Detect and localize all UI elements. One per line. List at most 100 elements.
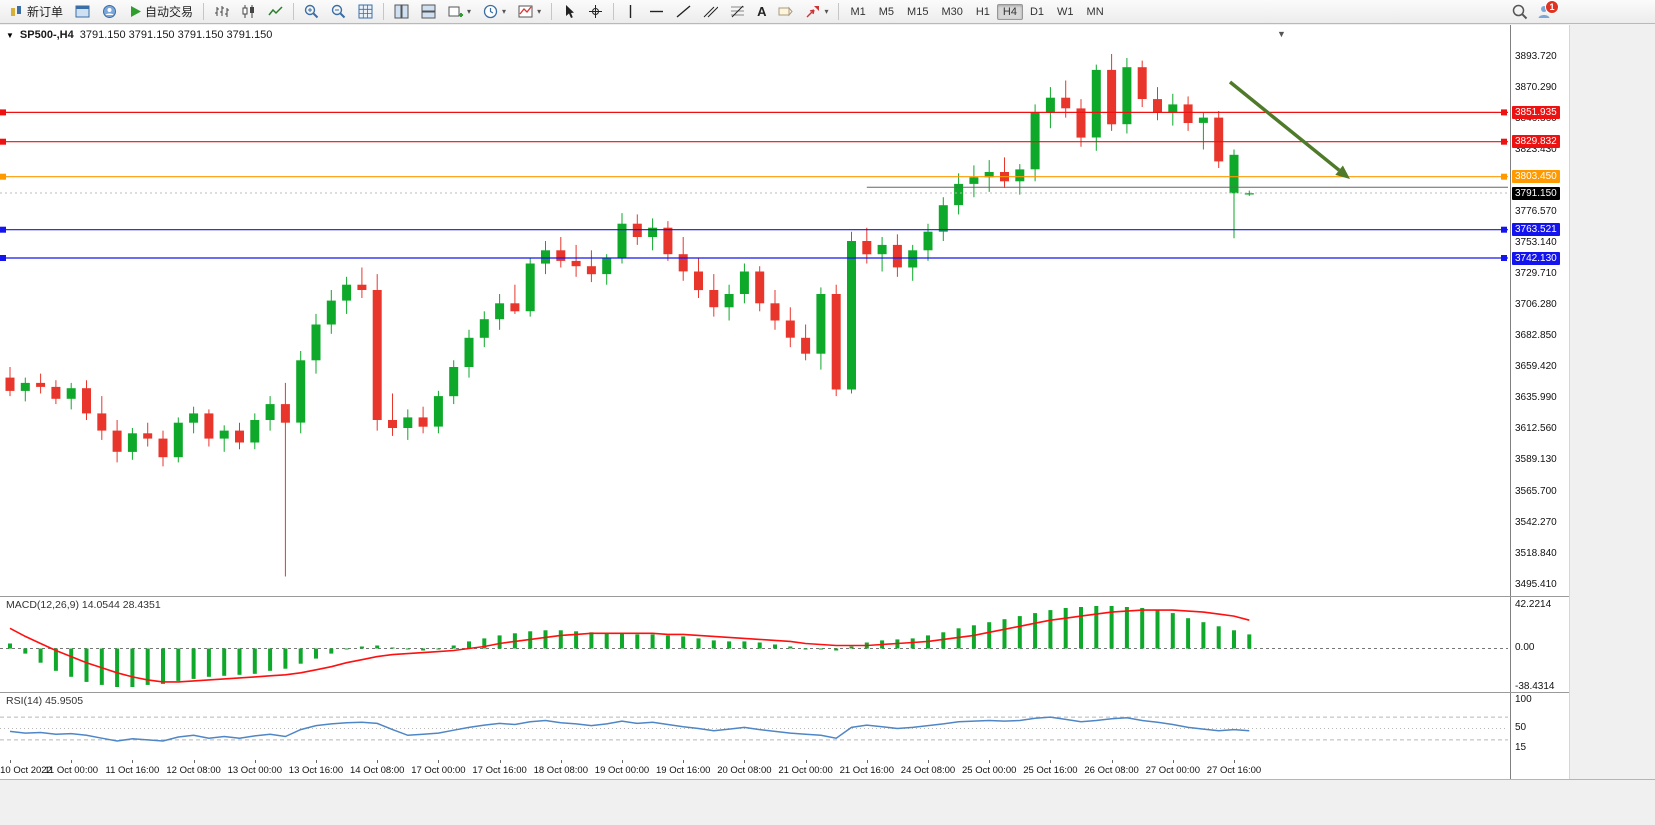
line-chart-button[interactable] — [263, 1, 288, 23]
vertical-line-icon — [629, 5, 632, 18]
notifications-button[interactable]: 1 — [1536, 0, 1559, 20]
objects-list-marker-icon[interactable]: ▼ — [6, 30, 14, 40]
pane-divider[interactable] — [0, 596, 1569, 597]
tile-windows-icon — [394, 4, 409, 19]
horizontal-line-icon — [650, 10, 664, 13]
grid-icon — [358, 4, 373, 19]
toolbar-separator — [293, 3, 295, 20]
tf-button-H1[interactable]: H1 — [975, 5, 990, 18]
time-tick-label: 25 Oct 00:00 — [961, 765, 1017, 776]
level-price-label: 3763.521 — [1512, 223, 1560, 237]
candlestick-chart-button[interactable] — [236, 1, 261, 23]
time-tick-label: 14 Oct 08:00 — [349, 765, 405, 776]
time-tick-label: 11 Oct 16:00 — [105, 765, 160, 776]
price-tick-label: 3823.430 — [1515, 143, 1557, 155]
time-tick — [499, 760, 501, 763]
time-tick-label: 12 Oct 08:00 — [166, 765, 221, 776]
bar-chart-button[interactable] — [209, 1, 234, 23]
arrows-dropdown[interactable]: ▾ — [800, 1, 833, 23]
level-price-label: 3851.935 — [1512, 105, 1560, 119]
tile-windows-button[interactable] — [389, 1, 414, 23]
caret-down-icon: ▾ — [537, 7, 542, 16]
cursor-icon — [566, 5, 575, 18]
trendline-tool[interactable] — [671, 1, 696, 23]
time-tick-label: 18 Oct 08:00 — [533, 765, 588, 776]
channel-icon — [703, 6, 719, 18]
clock-icon — [483, 4, 498, 19]
tile-horizontal-button[interactable] — [416, 1, 441, 23]
indicators-icon — [518, 5, 533, 18]
tf-button-MN[interactable]: MN — [1086, 5, 1104, 18]
chart-canvas-bg — [0, 25, 1510, 780]
tf-button-M5[interactable]: M5 — [878, 5, 895, 18]
text-tool-icon: A — [757, 4, 767, 19]
time-tick — [744, 760, 746, 763]
text-tool[interactable]: A — [752, 1, 771, 23]
profiles-button[interactable] — [97, 1, 122, 23]
crosshair-icon — [589, 5, 603, 18]
price-tick-label: 3518.840 — [1515, 547, 1557, 559]
notification-badge: 1 — [1545, 0, 1559, 14]
rsi-axis-label: 100 — [1515, 693, 1532, 705]
price-tick-label: 3893.720 — [1515, 50, 1557, 62]
price-tick-label: 3659.420 — [1515, 361, 1557, 373]
tf-button-M30[interactable]: M30 — [941, 5, 963, 18]
channel-tool[interactable] — [698, 1, 723, 23]
crosshair-button[interactable] — [583, 1, 608, 23]
tf-button-M15[interactable]: M15 — [907, 5, 929, 18]
zoom-in-button[interactable] — [299, 1, 324, 23]
price-tick-label: 3612.560 — [1515, 423, 1557, 435]
caret-down-icon: ▾ — [467, 7, 472, 16]
chart-window-button[interactable] — [70, 1, 95, 23]
time-tick-label: 26 Oct 08:00 — [1084, 765, 1139, 776]
label-icon — [778, 6, 794, 17]
auto-trading-button[interactable]: 自动交易 — [124, 1, 198, 23]
auto-trading-label: 自动交易 — [145, 5, 194, 19]
time-tick — [683, 760, 685, 763]
new-chart-dropdown[interactable]: ▾ — [443, 1, 476, 23]
new-order-button[interactable]: 新订单 — [4, 1, 68, 23]
price-tick-label: 3776.570 — [1515, 205, 1557, 217]
zoom-out-icon — [331, 4, 346, 19]
time-tick — [316, 760, 317, 763]
tf-button-W1[interactable]: W1 — [1057, 5, 1074, 18]
indicators-dropdown[interactable]: ▾ — [513, 1, 546, 23]
candlestick-chart-icon — [242, 5, 255, 18]
search-icon[interactable] — [1512, 4, 1528, 20]
chart-canvas[interactable]: ▼ — [0, 25, 1510, 759]
period-dropdown[interactable]: ▾ — [478, 1, 511, 23]
pane-divider[interactable] — [0, 692, 1569, 693]
tf-button-D1[interactable]: D1 — [1029, 5, 1045, 18]
tf-button-H4[interactable]: H4 — [996, 3, 1023, 20]
price-axis[interactable]: 3893.7203870.2903846.8603823.4303800.000… — [1510, 25, 1569, 780]
vertical-line-tool[interactable] — [619, 1, 642, 23]
bar-chart-icon — [215, 6, 230, 17]
profiles-icon — [103, 5, 117, 18]
time-tick — [438, 760, 440, 763]
label-tool[interactable] — [773, 1, 798, 23]
fibonacci-tool[interactable] — [725, 1, 750, 23]
price-tick-label: 3870.290 — [1515, 81, 1557, 93]
tf-button-M1[interactable]: M1 — [850, 5, 866, 18]
zoom-out-button[interactable] — [326, 1, 351, 23]
shift-marker-icon: ▼ — [1277, 29, 1286, 39]
time-tick — [71, 760, 73, 763]
horizontal-line-tool[interactable] — [644, 1, 669, 23]
play-icon — [131, 6, 142, 17]
time-tick — [560, 760, 562, 763]
time-tick-label: 17 Oct 16:00 — [472, 765, 527, 776]
window-bottom-strip — [0, 779, 1655, 825]
time-axis[interactable]: 10 Oct 2022 11 Oct 00:00 11 Oct 16:00 12 Oc… — [0, 760, 1510, 779]
rsi-indicator-label: RSI(14) 45.9505 — [6, 695, 84, 707]
main-toolbar: 新订单 自动交易 ▾ ▾ ▾ — [0, 0, 1655, 24]
time-tick — [1111, 760, 1113, 763]
chart-title: ▼ SP500-,H4 3791.150 3791.150 3791.150 3… — [6, 29, 272, 41]
time-tick-label: 20 Oct 08:00 — [717, 765, 772, 776]
symbol-period-label: SP500-,H4 — [19, 29, 74, 41]
time-tick — [928, 760, 929, 763]
cursor-button[interactable] — [557, 1, 581, 23]
rsi-axis-label: 50 — [1515, 722, 1527, 733]
grid-button[interactable] — [353, 1, 378, 23]
time-tick — [10, 760, 11, 763]
toolbar-separator — [383, 3, 385, 20]
